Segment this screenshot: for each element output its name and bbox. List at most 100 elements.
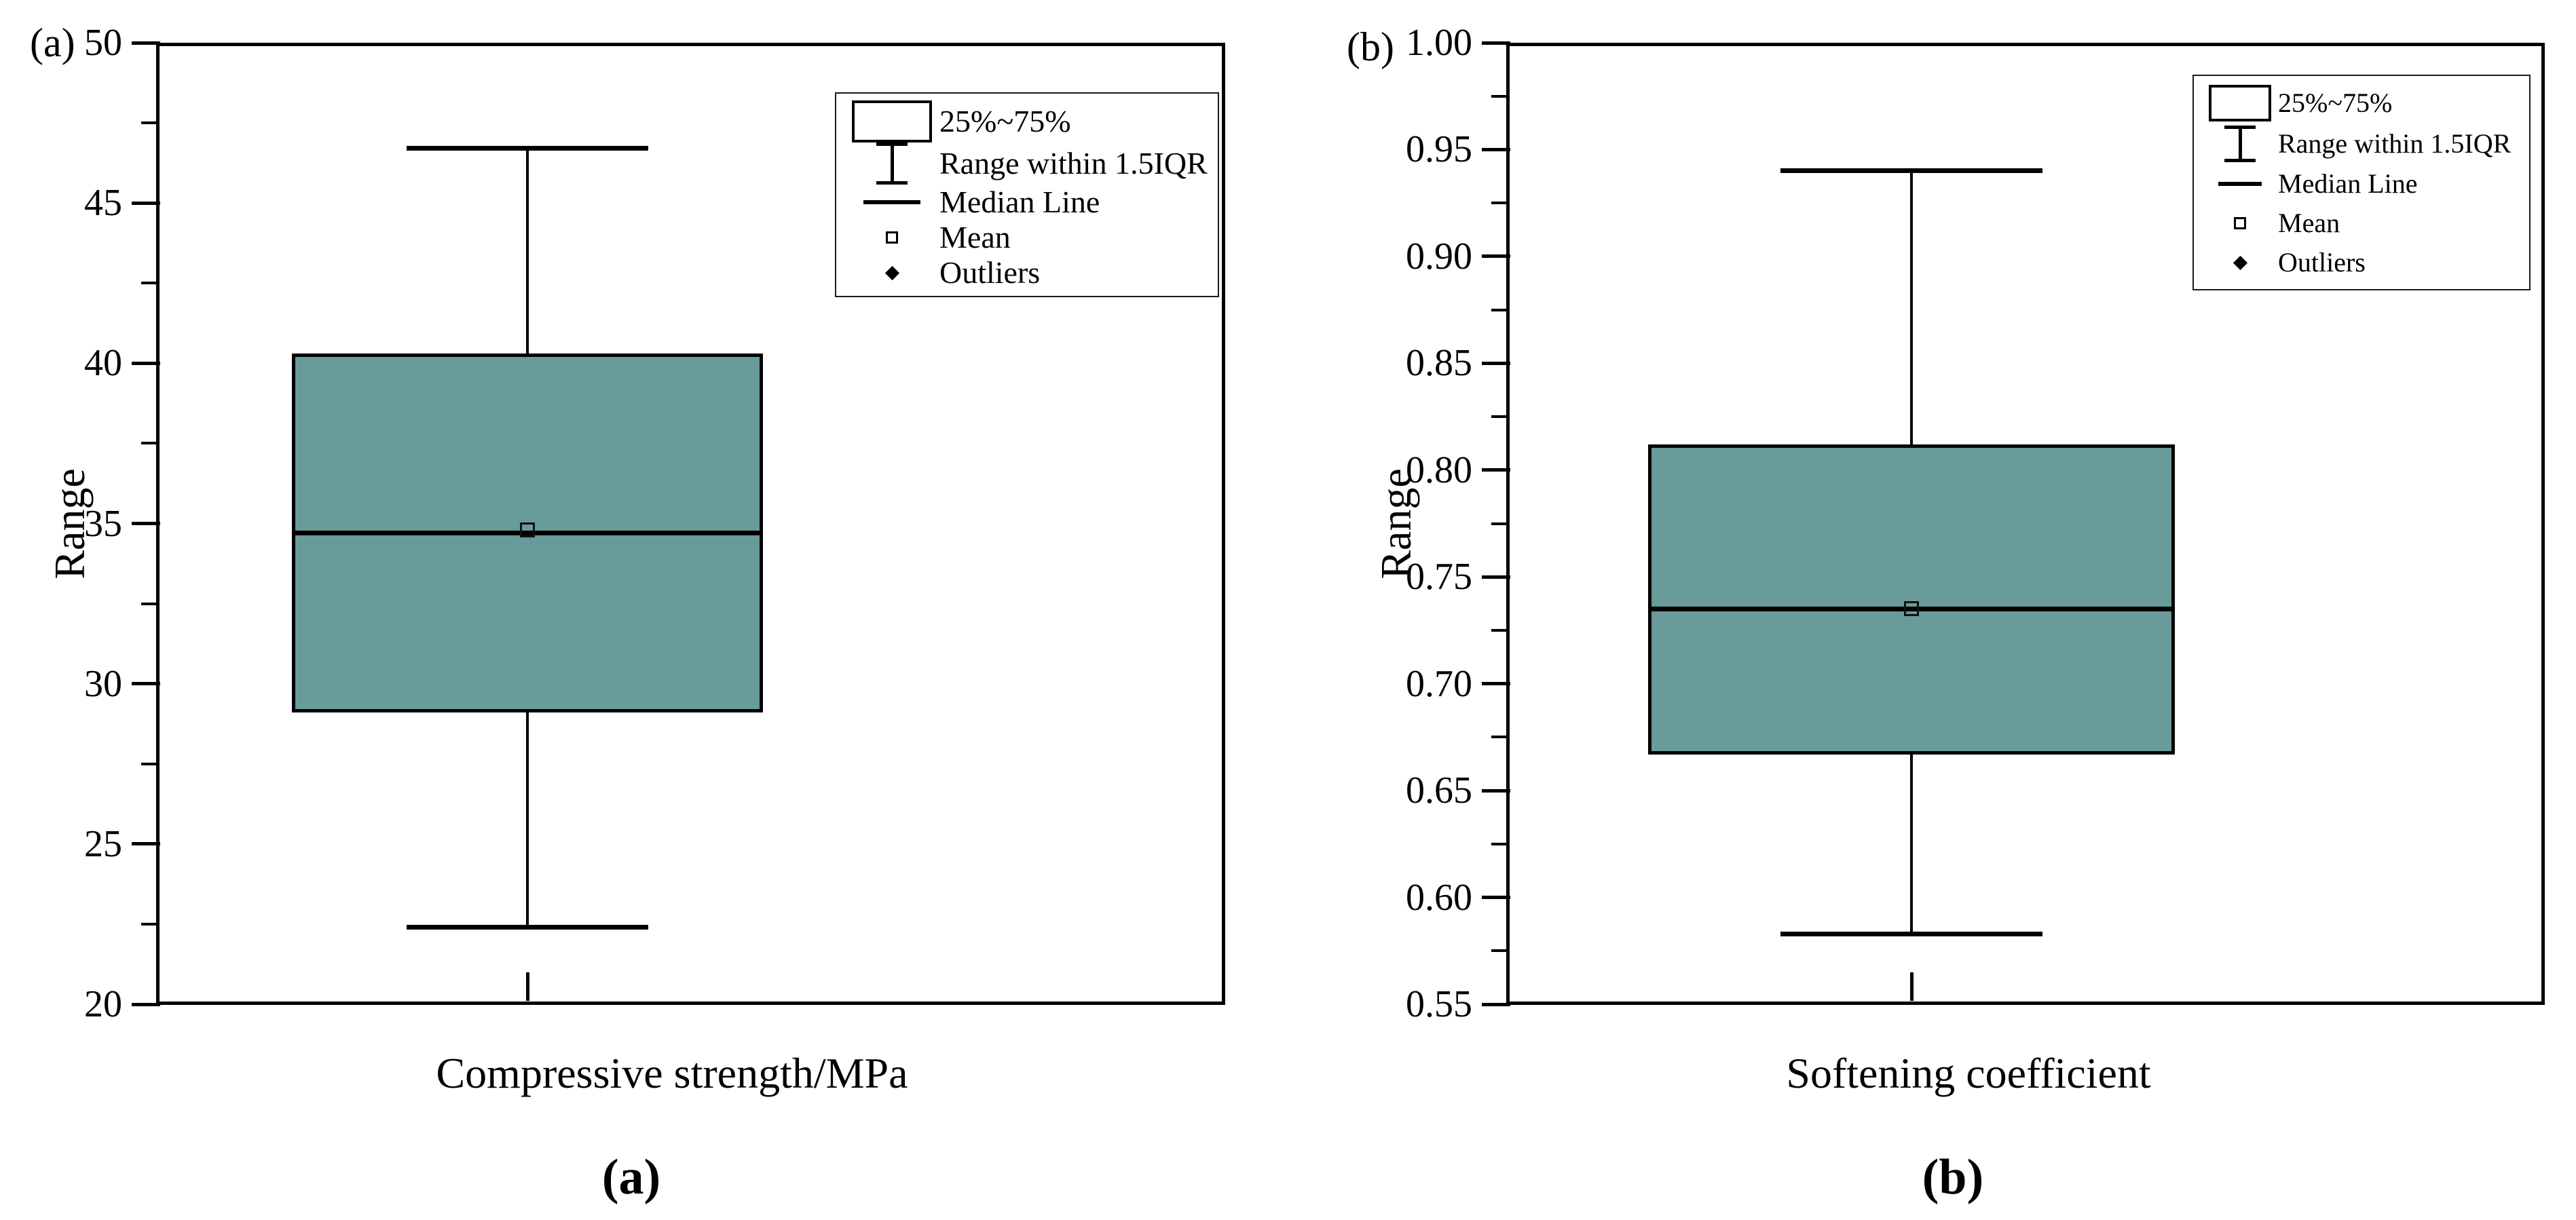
panel-a-lower-whisker-line: [526, 712, 529, 928]
legend-item-whisker-range: Range within 1.5IQR: [844, 142, 1210, 185]
panel-a-y-tick-label: 35: [84, 502, 122, 545]
panel-b-iqr-box: [1648, 444, 2175, 755]
panel-b-y-major-tick: [1482, 41, 1510, 45]
panel-a-y-tick-label: 45: [84, 182, 122, 225]
panel-a-y-minor-tick: [141, 121, 158, 125]
panel-b-x-axis-label: Softening coefficient: [1786, 1049, 2151, 1097]
outlier-diamond-swatch: [2233, 255, 2247, 270]
panel-b-x-tick: [1909, 972, 1914, 1001]
mean-square-icon: [2202, 217, 2278, 229]
panel-b-y-minor-tick: [1491, 202, 1508, 205]
legend-item-iqr-box: 25%~75%: [844, 100, 1210, 142]
panel-b-y-major-tick: [1482, 575, 1510, 579]
legend-item-mean: Mean: [2202, 206, 2521, 241]
iqr-box-swatch: [852, 100, 932, 142]
panel-a-y-tick-label: 30: [84, 662, 122, 705]
panel-b-y-minor-tick: [1491, 949, 1508, 953]
panel-a-y-tick-label: 25: [84, 822, 122, 865]
panel-b-y-minor-tick: [1491, 842, 1508, 845]
panel-b-upper-whisker-cap: [1780, 168, 2042, 174]
panel-b-y-tick-label: 0.90: [1406, 235, 1472, 278]
legend-label: Mean: [939, 220, 1011, 254]
box-swatch-icon: [844, 100, 939, 142]
legend-label: Outliers: [939, 255, 1041, 290]
panel-a-x-tick: [525, 972, 529, 1001]
panel-b-y-major-tick: [1482, 1002, 1510, 1006]
panel-a-lower-whisker-cap: [407, 925, 648, 930]
legend-label: Range within 1.5IQR: [939, 146, 1208, 180]
mean-square-swatch: [886, 231, 898, 244]
panel-b-upper-whisker-line: [1910, 170, 1913, 444]
legend-label: Median Line: [939, 185, 1100, 219]
outlier-diamond-icon: [2202, 255, 2278, 270]
legend-label: Median Line: [2278, 168, 2418, 199]
panel-b-y-tick-label: 0.55: [1406, 983, 1472, 1025]
panel-b-median-line: [1648, 606, 2175, 611]
panel-b-y-major-tick: [1482, 361, 1510, 365]
median-line-icon: [2202, 182, 2278, 186]
mean-square-icon: [844, 231, 939, 244]
legend-item-median-line: Median Line: [2202, 166, 2521, 202]
panel-a-y-major-tick: [132, 682, 160, 686]
legend-label: Mean: [2278, 208, 2340, 238]
box-swatch-icon: [2202, 85, 2278, 121]
panel-a-y-major-tick: [132, 1002, 160, 1006]
panel-a-upper-whisker-cap: [407, 146, 648, 151]
panel-b-y-tick-label: 0.60: [1406, 876, 1472, 919]
ibeam-swatch: [876, 142, 908, 185]
panel-b-letter: (b): [1347, 24, 1394, 69]
panel-b-y-minor-tick: [1491, 736, 1508, 739]
panel-b-y-tick-label: 0.85: [1406, 342, 1472, 385]
panel-a-y-minor-tick: [141, 442, 158, 445]
panel-a-y-major-tick: [132, 41, 160, 45]
legend-label: Range within 1.5IQR: [2278, 128, 2512, 159]
panel-b-caption: (b): [1922, 1149, 1984, 1205]
legend-label: Outliers: [2278, 247, 2366, 278]
legend-item-median-line: Median Line: [844, 185, 1210, 220]
panel-a-y-tick-label: 50: [84, 22, 122, 64]
panel-b-y-tick-label: 1.00: [1406, 22, 1472, 64]
outlier-diamond-icon: [844, 265, 939, 280]
legend-item-whisker-range: Range within 1.5IQR: [2202, 126, 2521, 162]
panel-a-y-minor-tick: [141, 922, 158, 926]
panel-a-y-major-tick: [132, 842, 160, 846]
iqr-box-swatch: [2209, 85, 2271, 121]
outlier-diamond-swatch: [884, 265, 899, 280]
panel-b-y-minor-tick: [1491, 522, 1508, 525]
panel-a-letter: (a): [30, 20, 75, 65]
panel-b-y-tick-label: 0.95: [1406, 128, 1472, 171]
panel-b-y-major-tick: [1482, 896, 1510, 900]
panel-b-y-minor-tick: [1491, 415, 1508, 419]
mean-square-swatch: [2234, 217, 2246, 229]
panel-a-median-line: [292, 531, 763, 536]
panel-a-y-tick-label: 20: [84, 983, 122, 1025]
panel-b-y-major-tick: [1482, 147, 1510, 151]
median-line-swatch: [863, 200, 920, 204]
panel-b-y-major-tick: [1482, 788, 1510, 793]
legend-label: 25%~75%: [2278, 88, 2393, 118]
panel-b-lower-whisker-cap: [1780, 931, 2042, 936]
panel-b-y-tick-label: 0.80: [1406, 449, 1472, 491]
whisker-ibeam-icon: [844, 142, 939, 185]
legend-item-outliers: Outliers: [2202, 245, 2521, 280]
panel-a-y-minor-tick: [141, 762, 158, 765]
panel-b-y-major-tick: [1482, 682, 1510, 686]
panel-a-y-major-tick: [132, 522, 160, 525]
legend-label: 25%~75%: [939, 104, 1071, 138]
panel-b-mean-marker: [1904, 601, 1919, 617]
ibeam-swatch: [2224, 126, 2256, 162]
panel-a-x-axis-label: Compressive strength/MPa: [436, 1049, 908, 1097]
panel-a-upper-whisker-line: [526, 148, 529, 354]
panel-b-y-tick-label: 0.70: [1406, 662, 1472, 705]
median-line-swatch: [2218, 182, 2262, 186]
whisker-ibeam-icon: [2202, 126, 2278, 162]
median-line-icon: [844, 200, 939, 204]
panel-b-y-tick-label: 0.75: [1406, 556, 1472, 598]
panel-b-y-major-tick: [1482, 468, 1510, 472]
panel-b-y-major-tick: [1482, 254, 1510, 259]
panel-b-legend: 25%~75% Range within 1.5IQR Median Line …: [2192, 75, 2531, 290]
panel-a-y-minor-tick: [141, 602, 158, 605]
panel-b-y-minor-tick: [1491, 94, 1508, 98]
panel-a-legend: 25%~75% Range within 1.5IQR Median Line …: [835, 92, 1219, 297]
